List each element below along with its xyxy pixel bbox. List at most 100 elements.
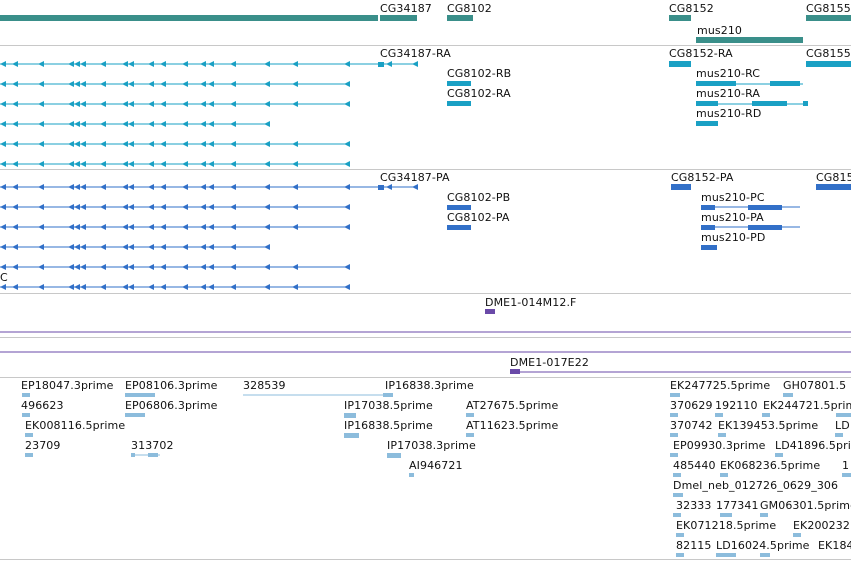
est-label[interactable]: IP17038.3prime	[387, 439, 476, 452]
gene-CG34187-bar[interactable]	[0, 15, 378, 21]
est-label[interactable]: LD	[835, 419, 850, 432]
est-label[interactable]: 82115	[676, 539, 712, 552]
protein-label[interactable]: mus210-PC	[701, 191, 765, 204]
strand-arrow-icon	[182, 61, 188, 67]
gene-CG8102-bar[interactable]	[447, 15, 473, 21]
transcript-label[interactable]: CG34187-RA	[380, 47, 451, 60]
protein-label[interactable]: CG815	[816, 171, 851, 184]
est-label[interactable]: EP09930.3prime	[673, 439, 766, 452]
strand-arrow-icon	[230, 121, 236, 127]
transcript-label[interactable]: mus210-RC	[696, 67, 761, 80]
est-label[interactable]: IP17038.5prime	[344, 399, 433, 412]
est-label[interactable]: 192110	[715, 399, 758, 412]
est-label[interactable]: GM06301.5prime	[760, 499, 851, 512]
strand-arrow-icon	[264, 81, 270, 87]
est-label[interactable]: 370629	[670, 399, 713, 412]
protein-label[interactable]: C	[0, 271, 8, 284]
est-label[interactable]: 328539	[243, 379, 286, 392]
strand-arrow-icon	[74, 121, 80, 127]
transcript-label[interactable]: CG8155	[806, 47, 851, 60]
est-label[interactable]: 370742	[670, 419, 713, 432]
strand-arrow-icon	[68, 204, 74, 210]
transcript-label[interactable]: mus210-RD	[696, 107, 762, 120]
strand-arrow-icon	[160, 204, 166, 210]
strand-arrow-icon	[292, 264, 298, 270]
strand-arrow-icon	[160, 244, 166, 250]
est-label[interactable]: LD16024.5prime	[716, 539, 810, 552]
strand-arrow-icon	[412, 184, 418, 190]
est-label[interactable]: EK244721.5prime	[763, 399, 851, 412]
strand-arrow-icon	[182, 204, 188, 210]
strand-arrow-icon	[160, 161, 166, 167]
est-label[interactable]: GH07801.5	[783, 379, 847, 392]
gene-label[interactable]: CG34187	[380, 2, 432, 15]
strand-arrow-icon	[0, 121, 6, 127]
strand-arrow-icon	[182, 264, 188, 270]
est-label[interactable]: EK247725.5prime	[670, 379, 771, 392]
est-label[interactable]: 485440	[673, 459, 716, 472]
protein-label[interactable]: CG8102-PA	[447, 211, 510, 224]
strand-arrow-icon	[160, 101, 166, 107]
gene-mus210-bar[interactable]	[696, 37, 803, 43]
strand-arrow-icon	[122, 244, 128, 250]
strand-arrow-icon	[80, 141, 86, 147]
protein-label[interactable]: CG8152-PA	[671, 171, 734, 184]
est-label[interactable]: AT27675.5prime	[466, 399, 559, 412]
strand-arrow-icon	[344, 61, 350, 67]
strand-arrow-icon	[80, 61, 86, 67]
est-label[interactable]: 496623	[21, 399, 64, 412]
est-label[interactable]: 1	[842, 459, 850, 472]
transcript-label[interactable]: CG8152-RA	[669, 47, 733, 60]
protein-label[interactable]: CG8102-PB	[447, 191, 511, 204]
est-label[interactable]: EP18047.3prime	[21, 379, 114, 392]
gene-label[interactable]: mus210	[697, 24, 743, 37]
strand-arrow-icon	[0, 184, 6, 190]
est-label[interactable]: EK068236.5prime	[720, 459, 821, 472]
gene-label[interactable]: CG8155	[806, 2, 851, 15]
clone-label[interactable]: DME1-014M12.F	[485, 296, 577, 309]
strand-arrow-icon	[128, 244, 134, 250]
est-label[interactable]: EP06806.3prime	[125, 399, 218, 412]
protein-label[interactable]: mus210-PA	[701, 211, 764, 224]
strand-arrow-icon	[264, 284, 270, 290]
est-label[interactable]: IP16838.5prime	[344, 419, 433, 432]
strand-arrow-icon	[200, 161, 206, 167]
strand-arrow-icon	[148, 121, 154, 127]
est-label[interactable]: AT11623.5prime	[466, 419, 559, 432]
est-label[interactable]: EK008116.5prime	[25, 419, 126, 432]
protein-label[interactable]: mus210-PD	[701, 231, 766, 244]
transcript-label[interactable]: CG8102-RB	[447, 67, 512, 80]
est-label[interactable]: IP16838.3prime	[385, 379, 474, 392]
gene-label[interactable]: CG8152	[669, 2, 714, 15]
transcript-label[interactable]: mus210-RA	[696, 87, 761, 100]
est-label[interactable]: LD41896.5prime	[775, 439, 851, 452]
est-label[interactable]: 313702	[131, 439, 174, 452]
strand-arrow-icon	[208, 264, 214, 270]
est-label[interactable]: 177341	[716, 499, 759, 512]
est-label[interactable]: EK071218.5prime	[676, 519, 777, 532]
est-label[interactable]: EK139453.5prime	[718, 419, 819, 432]
strand-arrow-icon	[230, 224, 236, 230]
transcript-label[interactable]: CG8102-RA	[447, 87, 511, 100]
est-label[interactable]: Dmel_neb_012726_0629_306	[673, 479, 839, 492]
est-label[interactable]: AI946721	[409, 459, 463, 472]
strand-arrow-icon	[182, 224, 188, 230]
gene-CG8152-bar[interactable]	[669, 15, 691, 21]
est-label[interactable]: EK184	[818, 539, 851, 552]
est-label[interactable]: 32333	[676, 499, 712, 512]
gene-CG34187-bar-2[interactable]	[380, 15, 417, 21]
strand-arrow-icon	[100, 244, 106, 250]
strand-arrow-icon	[264, 244, 270, 250]
strand-arrow-icon	[74, 161, 80, 167]
est-label[interactable]: EK200232	[793, 519, 850, 532]
gene-label[interactable]: CG8102	[447, 2, 492, 15]
track-divider	[0, 377, 851, 378]
strand-arrow-icon	[38, 204, 44, 210]
strand-arrow-icon	[38, 141, 44, 147]
est-label[interactable]: EP08106.3prime	[125, 379, 218, 392]
clone-label[interactable]: DME1-017E22	[510, 356, 589, 369]
est-label[interactable]: 23709	[25, 439, 61, 452]
gene-CG8155-bar[interactable]	[806, 15, 851, 21]
protein-label[interactable]: CG34187-PA	[380, 171, 450, 184]
strand-arrow-icon	[12, 204, 18, 210]
